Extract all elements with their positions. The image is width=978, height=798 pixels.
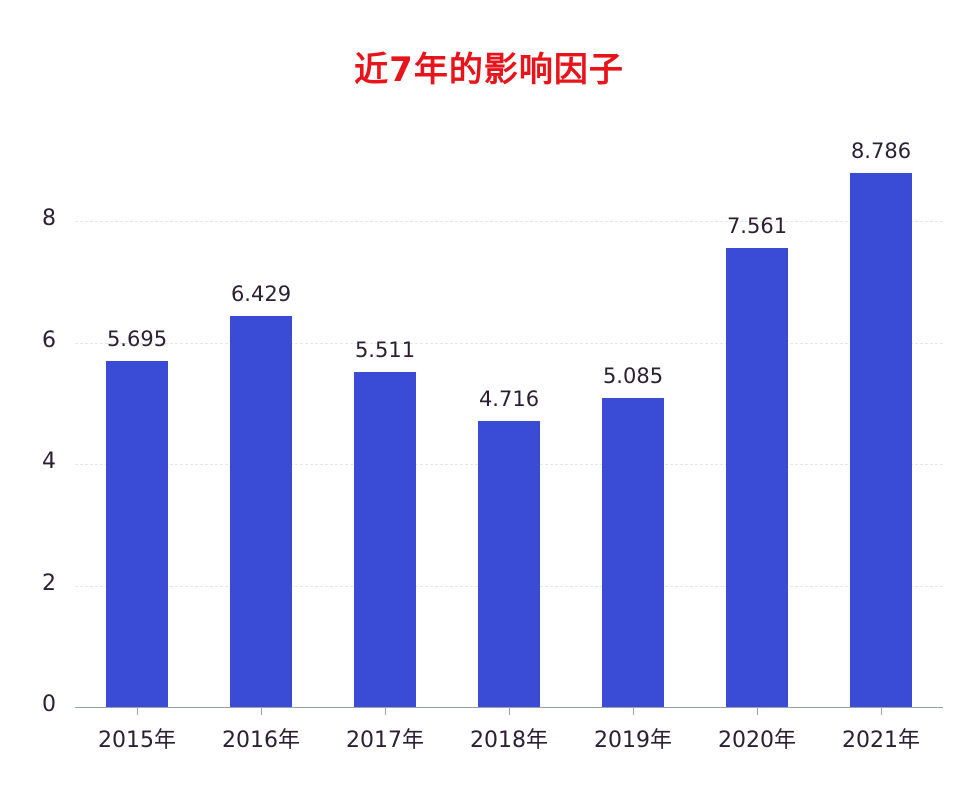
bar <box>850 173 912 707</box>
y-tick-label: 8 <box>42 206 56 231</box>
y-tick-label: 0 <box>42 692 56 717</box>
x-tick-label: 2019年 <box>594 728 672 753</box>
bar <box>354 372 416 707</box>
x-tick-label: 2020年 <box>718 728 796 753</box>
x-tick-label: 2018年 <box>470 728 548 753</box>
gridline <box>75 221 943 222</box>
x-tick <box>509 708 510 715</box>
bar-value-label: 4.716 <box>478 386 540 411</box>
x-tick <box>385 708 386 715</box>
bar <box>106 361 168 707</box>
y-tick-label: 4 <box>42 449 56 474</box>
bar-value-label: 5.695 <box>106 327 168 352</box>
chart-title: 近7年的影响因子 <box>354 50 624 90</box>
bar <box>230 316 292 707</box>
bar <box>726 247 788 707</box>
bar-value-label: 8.786 <box>850 139 912 164</box>
x-tick-label: 2016年 <box>222 728 300 753</box>
x-tick <box>757 708 758 715</box>
x-axis-line <box>75 707 943 708</box>
bar <box>478 420 540 707</box>
x-tick-label: 2015年 <box>98 728 176 753</box>
bar-value-label: 6.429 <box>230 282 292 307</box>
x-tick-label: 2021年 <box>842 728 920 753</box>
bar <box>602 398 664 707</box>
x-tick-label: 2017年 <box>346 728 424 753</box>
x-tick <box>881 708 882 715</box>
bar-value-label: 5.085 <box>602 364 664 389</box>
bar-value-label: 5.511 <box>354 338 416 363</box>
y-tick-label: 6 <box>42 327 56 353</box>
bar-value-label: 7.561 <box>726 213 788 238</box>
x-tick <box>261 708 262 715</box>
x-tick <box>137 708 138 715</box>
y-tick-label: 2 <box>42 570 56 596</box>
x-tick <box>633 708 634 715</box>
gridline <box>75 342 943 344</box>
